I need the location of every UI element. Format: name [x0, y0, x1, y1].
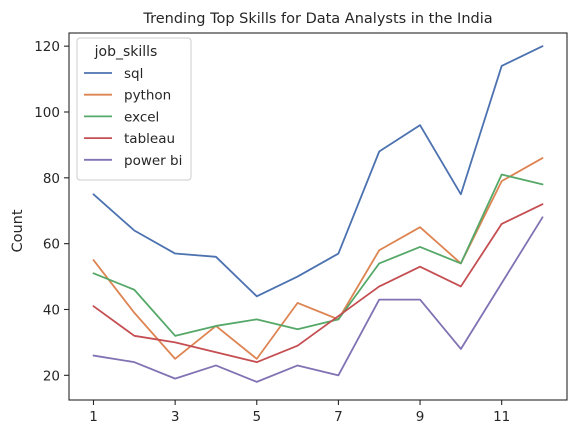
legend-label-python: python: [124, 88, 171, 104]
series-line-tableau: [93, 204, 542, 362]
x-tick-label: 5: [252, 409, 261, 425]
legend-label-power-bi: power bi: [124, 153, 182, 169]
x-tick-label: 9: [416, 409, 425, 425]
legend-label-tableau: tableau: [124, 131, 175, 147]
legend-title: job_skills: [94, 44, 158, 60]
y-tick-label: 60: [43, 237, 60, 253]
x-axis-ticks: 1 3 5 7 9 11: [89, 400, 510, 425]
y-tick-label: 40: [43, 302, 60, 318]
x-tick-label: 11: [493, 409, 510, 425]
y-tick-label: 120: [34, 39, 60, 55]
series-line-power-bi: [93, 217, 542, 382]
y-tick-label: 100: [34, 105, 60, 121]
y-axis-ticks: 20 40 60 80 100 120: [34, 39, 69, 384]
legend-label-excel: excel: [124, 109, 159, 125]
legend: job_skills sql python excel tableau power bi: [77, 38, 191, 180]
legend-label-sql: sql: [124, 66, 143, 82]
chart-title: Trending Top Skills for Data Analysts in…: [142, 11, 492, 27]
x-tick-label: 7: [334, 409, 343, 425]
y-axis-label: Count: [10, 209, 26, 252]
x-tick-label: 1: [89, 409, 98, 425]
y-tick-label: 80: [43, 171, 60, 187]
y-tick-label: 20: [43, 368, 60, 384]
x-tick-label: 3: [171, 409, 180, 425]
series-line-python: [93, 158, 542, 359]
